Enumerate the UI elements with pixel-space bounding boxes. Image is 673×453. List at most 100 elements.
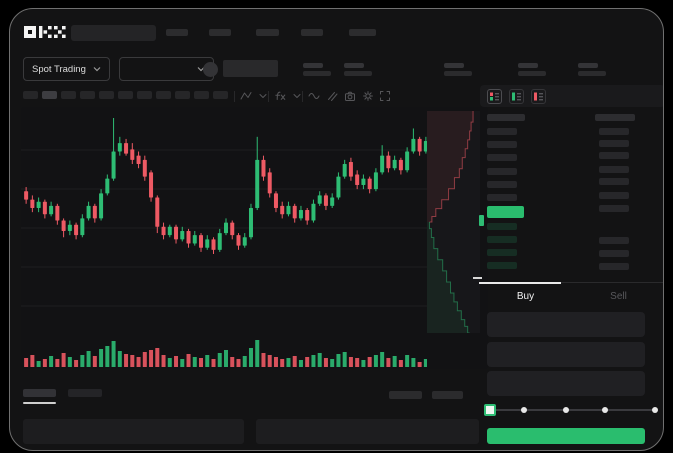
market-type-selector[interactable]: Spot Trading bbox=[23, 57, 110, 81]
candle-body bbox=[355, 174, 360, 185]
candle-body bbox=[311, 203, 316, 221]
candle-body bbox=[36, 201, 41, 208]
nav-item-placeholder[interactable] bbox=[166, 29, 188, 36]
ask-amount-placeholder[interactable] bbox=[599, 178, 629, 185]
candle-body bbox=[49, 205, 54, 215]
bid-price-placeholder[interactable] bbox=[487, 249, 517, 256]
candle-body bbox=[267, 172, 272, 194]
order-input-placeholder[interactable] bbox=[487, 342, 645, 367]
ask-amount-placeholder[interactable] bbox=[599, 128, 629, 135]
candle-body bbox=[342, 164, 347, 177]
bottom-action-placeholder[interactable] bbox=[389, 391, 422, 399]
candle-body bbox=[186, 230, 191, 244]
zigzag-icon[interactable] bbox=[240, 90, 252, 102]
tab-buy[interactable]: Buy bbox=[479, 282, 572, 309]
camera-icon[interactable] bbox=[344, 90, 356, 102]
slider-stop-dot[interactable] bbox=[563, 407, 569, 413]
bid-price-placeholder[interactable] bbox=[487, 262, 517, 269]
bid-price-placeholder[interactable] bbox=[487, 236, 517, 243]
last-price-bar[interactable] bbox=[487, 206, 524, 218]
ask-price-placeholder[interactable] bbox=[487, 194, 517, 201]
ask-amount-placeholder[interactable] bbox=[599, 140, 629, 147]
order-input-placeholder[interactable] bbox=[487, 312, 645, 337]
pair-selector[interactable] bbox=[119, 57, 214, 81]
bids-book-icon[interactable] bbox=[509, 89, 524, 104]
nav-item-placeholder[interactable] bbox=[209, 29, 231, 36]
volume-bar bbox=[174, 356, 179, 367]
nav-item-placeholder[interactable] bbox=[301, 29, 323, 36]
layers-icon[interactable] bbox=[326, 90, 338, 102]
ask-price-placeholder[interactable] bbox=[487, 154, 517, 161]
buy-submit-button[interactable] bbox=[487, 428, 645, 444]
timeframe-button[interactable] bbox=[61, 91, 76, 99]
depth-chart[interactable] bbox=[427, 111, 488, 333]
asks-book-icon[interactable] bbox=[531, 89, 546, 104]
timeframe-button[interactable] bbox=[137, 91, 152, 99]
volume-bar bbox=[149, 350, 154, 367]
slider-handle[interactable] bbox=[484, 404, 496, 416]
candle-body bbox=[67, 224, 72, 231]
timeframe-button-active[interactable] bbox=[42, 91, 57, 99]
volume-bar bbox=[286, 358, 291, 367]
volume-bar bbox=[255, 340, 260, 367]
ask-price-placeholder[interactable] bbox=[487, 168, 517, 175]
bid-amount-placeholder[interactable] bbox=[599, 237, 629, 244]
expand-icon[interactable] bbox=[379, 90, 391, 102]
stat-value-placeholder bbox=[444, 71, 472, 76]
volume-bar bbox=[248, 348, 253, 367]
volume-bar bbox=[380, 352, 385, 367]
timeframe-button[interactable] bbox=[118, 91, 133, 99]
asks-depth-line bbox=[429, 111, 474, 223]
volume-bar bbox=[42, 359, 47, 367]
slider-track[interactable] bbox=[490, 409, 655, 411]
chevron-down-icon[interactable] bbox=[257, 90, 269, 102]
chevron-down-icon bbox=[93, 67, 101, 72]
candlestick-chart[interactable] bbox=[21, 109, 427, 345]
timeframe-button[interactable] bbox=[99, 91, 114, 99]
slider-stop-dot[interactable] bbox=[521, 407, 527, 413]
timeframe-button[interactable] bbox=[175, 91, 190, 99]
indicator-fx-icon[interactable] bbox=[274, 90, 286, 102]
volume-bar bbox=[273, 357, 278, 367]
timeframe-button[interactable] bbox=[213, 91, 228, 99]
candle-body bbox=[411, 138, 416, 152]
bottom-tab-placeholder[interactable] bbox=[68, 389, 102, 397]
ask-price-placeholder[interactable] bbox=[487, 181, 517, 188]
stat-label-placeholder bbox=[303, 63, 323, 68]
order-input-placeholder[interactable] bbox=[487, 371, 645, 396]
volume-bar bbox=[105, 346, 110, 367]
slider-stop-dot[interactable] bbox=[652, 407, 658, 413]
book-column-header-placeholder bbox=[487, 114, 525, 121]
timeframe-button[interactable] bbox=[23, 91, 38, 99]
candle-body bbox=[42, 201, 47, 215]
timeframe-button[interactable] bbox=[194, 91, 209, 99]
wave-icon[interactable] bbox=[308, 90, 320, 102]
volume-bar bbox=[261, 353, 266, 367]
search-input[interactable] bbox=[71, 25, 156, 41]
ask-price-placeholder[interactable] bbox=[487, 128, 517, 135]
bid-price-placeholder[interactable] bbox=[487, 223, 517, 230]
combined-book-icon[interactable] bbox=[487, 89, 502, 104]
tab-sell[interactable]: Sell bbox=[572, 283, 663, 309]
bottom-tab-active-placeholder[interactable] bbox=[23, 389, 56, 397]
ask-amount-placeholder[interactable] bbox=[599, 205, 629, 212]
bid-amount-placeholder[interactable] bbox=[599, 250, 629, 257]
chevron-down-icon[interactable] bbox=[291, 90, 303, 102]
timeframe-button[interactable] bbox=[156, 91, 171, 99]
volume-bar bbox=[392, 356, 397, 367]
ask-amount-placeholder[interactable] bbox=[599, 152, 629, 159]
nav-item-placeholder[interactable] bbox=[256, 29, 279, 36]
timeframe-button[interactable] bbox=[80, 91, 95, 99]
okx-logo[interactable] bbox=[24, 25, 66, 39]
bottom-action-placeholder[interactable] bbox=[432, 391, 463, 399]
candle-body bbox=[80, 218, 85, 236]
ask-amount-placeholder[interactable] bbox=[599, 192, 629, 199]
ask-amount-placeholder[interactable] bbox=[599, 166, 629, 173]
bid-amount-placeholder[interactable] bbox=[599, 263, 629, 270]
gear-icon[interactable] bbox=[362, 90, 374, 102]
volume-bar bbox=[167, 358, 172, 367]
slider-stop-dot[interactable] bbox=[602, 407, 608, 413]
nav-item-placeholder[interactable] bbox=[349, 29, 376, 36]
volume-bar bbox=[99, 349, 104, 367]
ask-price-placeholder[interactable] bbox=[487, 141, 517, 148]
